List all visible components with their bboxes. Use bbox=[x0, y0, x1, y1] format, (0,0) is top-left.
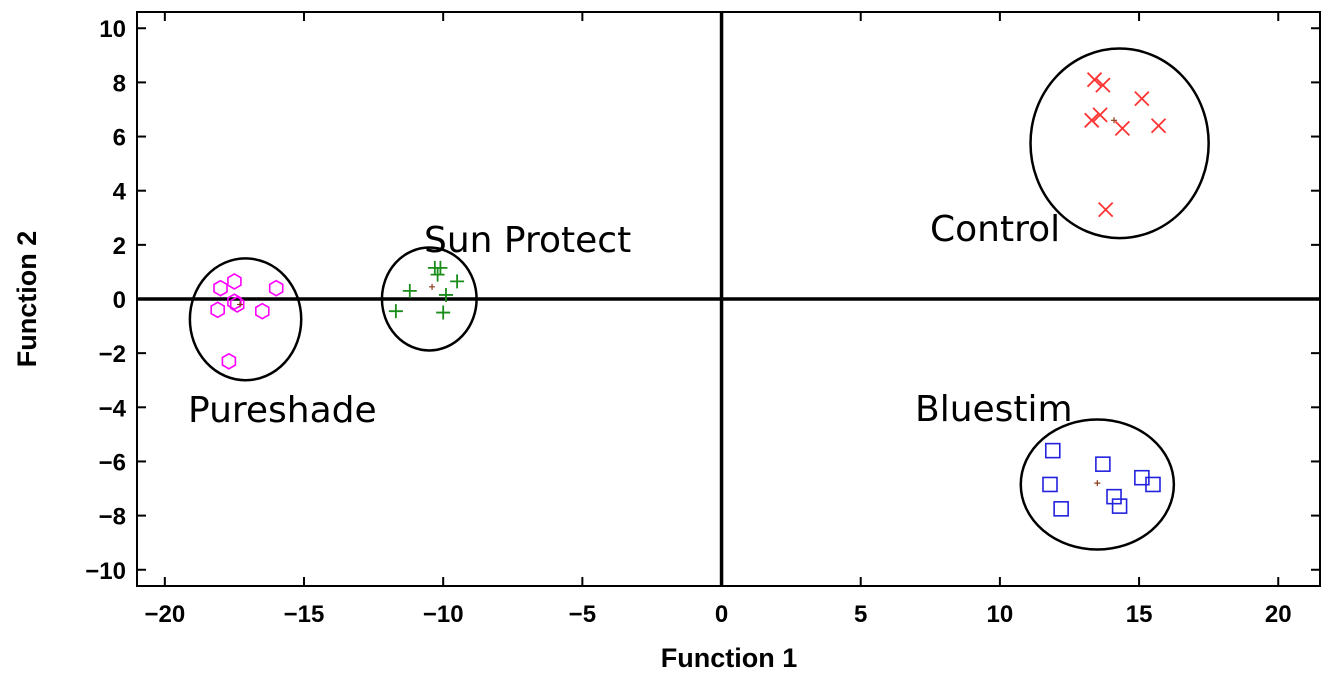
data-point bbox=[436, 305, 451, 320]
y-axis-title: Function 2 bbox=[12, 231, 42, 368]
x-tick-label: 15 bbox=[1126, 601, 1153, 628]
group-ellipse bbox=[1019, 418, 1176, 551]
x-tick-label: 0 bbox=[715, 601, 728, 628]
data-point bbox=[229, 295, 245, 313]
data-point bbox=[388, 304, 403, 319]
data-point bbox=[450, 274, 465, 289]
x-tick-label: −5 bbox=[569, 601, 596, 628]
y-tick-label: −10 bbox=[85, 558, 126, 585]
label-control: Control bbox=[930, 209, 1060, 250]
data-point bbox=[1111, 498, 1128, 514]
data-point bbox=[402, 283, 417, 298]
data-point bbox=[1134, 91, 1150, 107]
data-point bbox=[1095, 77, 1111, 93]
data-point bbox=[1145, 476, 1161, 493]
y-tick-label: −6 bbox=[99, 449, 126, 476]
data-point bbox=[438, 287, 453, 302]
data-point bbox=[430, 267, 445, 282]
label-pureshade: Pureshade bbox=[188, 390, 377, 431]
data-point bbox=[1106, 488, 1122, 505]
data-point bbox=[268, 279, 284, 297]
data-point bbox=[1098, 202, 1114, 218]
data-point bbox=[1086, 72, 1103, 88]
data-points bbox=[210, 72, 1167, 517]
y-tick-label: 2 bbox=[113, 233, 126, 260]
x-tick-label: −10 bbox=[423, 601, 464, 628]
x-axis-title: Function 1 bbox=[661, 643, 798, 673]
data-point bbox=[1044, 442, 1061, 459]
y-tick-label: −2 bbox=[99, 341, 126, 368]
data-point bbox=[1092, 107, 1108, 123]
data-point bbox=[1095, 456, 1111, 472]
y-tick-label: 4 bbox=[113, 179, 127, 206]
data-point bbox=[255, 302, 270, 320]
data-point bbox=[1084, 112, 1100, 128]
data-point bbox=[227, 272, 242, 290]
data-point bbox=[227, 293, 242, 311]
x-tick-label: 20 bbox=[1265, 601, 1292, 628]
y-tick-label: −8 bbox=[99, 504, 126, 531]
data-point bbox=[1114, 120, 1131, 137]
y-tick-label: 6 bbox=[113, 125, 126, 152]
x-tick-label: −15 bbox=[284, 601, 325, 628]
data-point bbox=[221, 352, 237, 370]
data-point bbox=[1042, 476, 1058, 493]
group-centroid bbox=[1094, 480, 1101, 487]
x-tick-label: 10 bbox=[987, 601, 1014, 628]
data-point bbox=[433, 260, 448, 275]
x-tick-label: 5 bbox=[854, 601, 867, 628]
group-centroid bbox=[429, 283, 436, 290]
label-sun-protect: Sun Protect bbox=[424, 220, 631, 261]
label-bluestim: Bluestim bbox=[915, 389, 1073, 430]
group-ellipse bbox=[188, 257, 303, 382]
y-tick-label: 8 bbox=[113, 70, 126, 97]
data-point bbox=[210, 301, 225, 319]
x-tick-label: −20 bbox=[144, 601, 185, 628]
group-centroid bbox=[236, 301, 243, 308]
y-tick-label: −4 bbox=[99, 395, 127, 422]
data-point bbox=[1150, 118, 1167, 134]
y-tick-label: 10 bbox=[99, 16, 126, 43]
group-centroid bbox=[1111, 117, 1118, 124]
group-ellipse bbox=[1029, 47, 1210, 240]
data-point bbox=[213, 279, 228, 297]
data-point bbox=[1053, 501, 1069, 517]
y-tick-label: 0 bbox=[113, 287, 126, 314]
